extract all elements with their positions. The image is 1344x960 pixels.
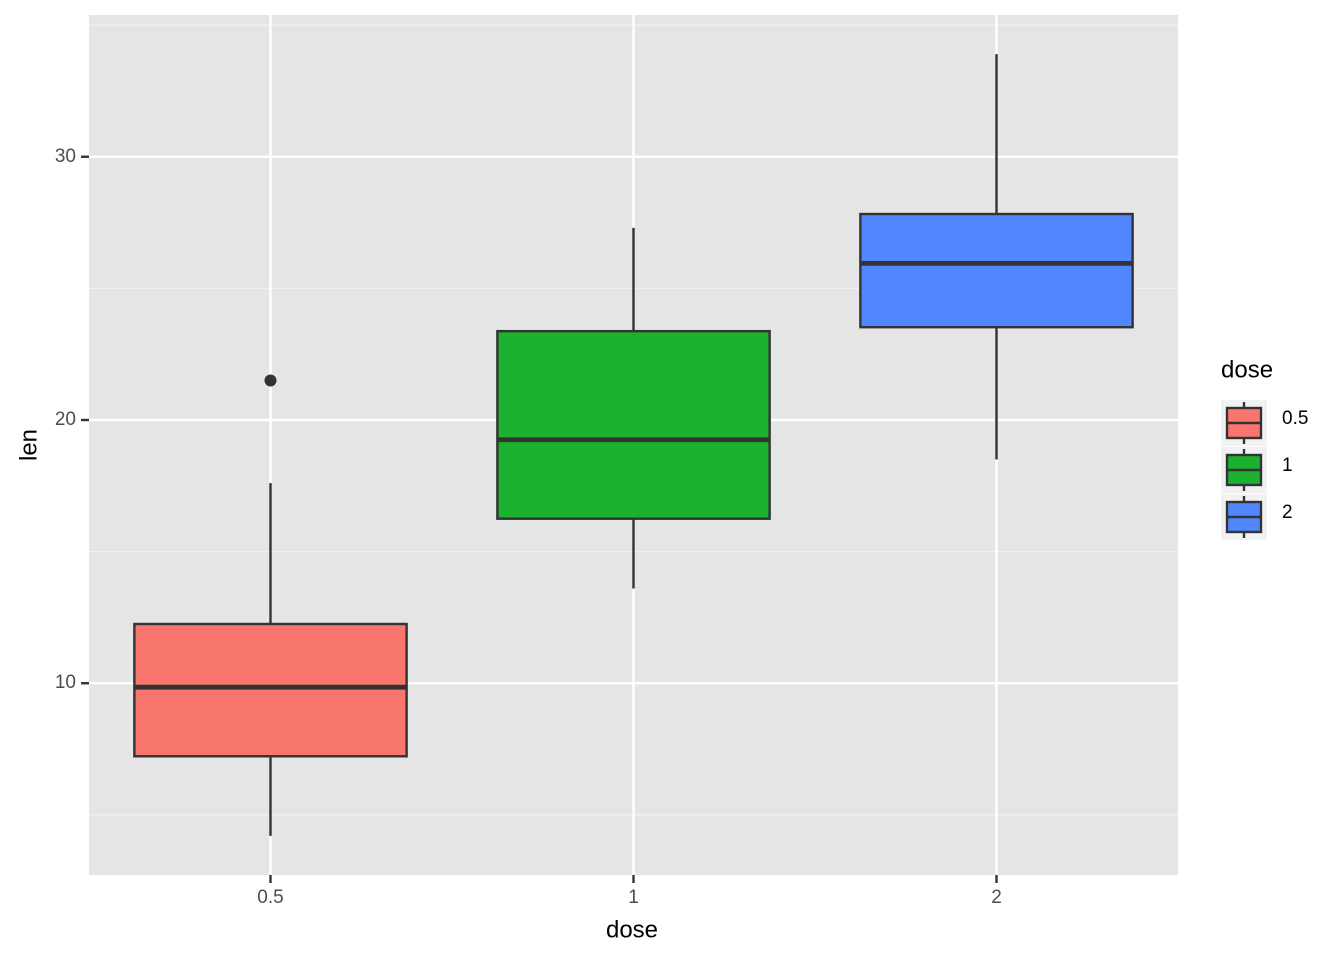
x-tick-label: 0.5	[257, 887, 283, 908]
legend-label: 0.5	[1282, 408, 1308, 429]
box	[496, 329, 771, 520]
outlier	[264, 374, 277, 387]
legend-title: dose	[1221, 356, 1273, 383]
y-axis-label: len	[15, 429, 42, 461]
box	[133, 622, 408, 758]
y-tick-label: 20	[55, 409, 76, 430]
legend-label: 1	[1282, 455, 1293, 476]
y-tick-label: 10	[55, 672, 76, 693]
y-tick-label: 30	[55, 146, 76, 167]
x-tick-label: 1	[628, 887, 639, 908]
legend-label: 2	[1282, 502, 1293, 523]
box	[859, 212, 1134, 329]
x-axis-label: dose	[606, 916, 658, 943]
x-tick-label: 2	[991, 887, 1002, 908]
